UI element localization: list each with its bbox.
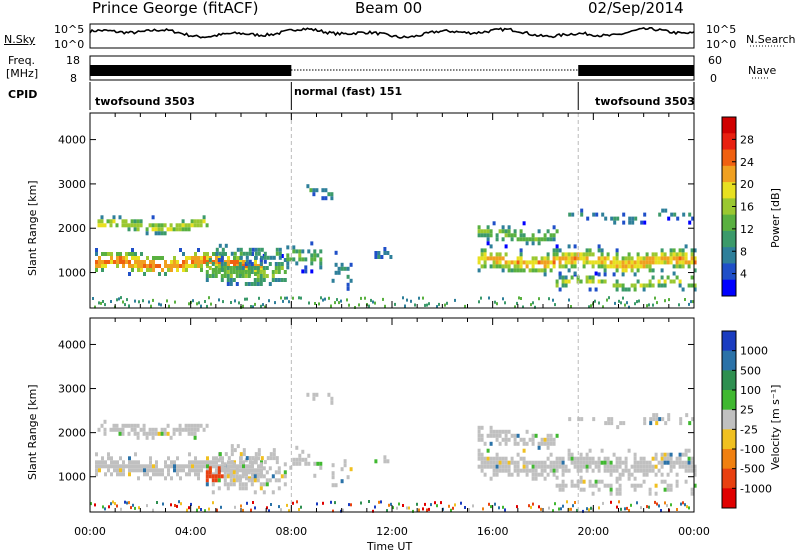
velocity-colorbar-tick-label: 500 — [740, 364, 761, 377]
power-background — [90, 113, 694, 308]
freq-label: Freq. — [8, 54, 36, 67]
velocity-colorbar-swatch — [722, 331, 736, 352]
velocity-colorbar-swatch — [722, 409, 736, 430]
beam-title: Beam 00 — [355, 0, 423, 17]
nsearch-bottom-label: 10^0 — [706, 38, 737, 51]
power-ytick-label: 1000 — [58, 267, 86, 280]
velocity-background — [90, 318, 694, 512]
freq-band-3 — [578, 65, 694, 76]
nsky-line — [89, 26, 695, 39]
velocity-colorbar-swatch — [722, 429, 736, 450]
velocity-colorbar-tick-label: -1000 — [740, 482, 772, 495]
velocity-colorbar-tick-label: 25 — [740, 404, 754, 417]
nsky-top-label: 10^5 — [54, 23, 85, 36]
velocity-colorbar-swatch — [722, 449, 736, 470]
nsky-panel-frame — [89, 23, 695, 49]
power-colorbar-swatch — [722, 198, 736, 216]
velocity-ytick-label: 1000 — [58, 471, 86, 484]
power-colorbar-swatch — [722, 149, 736, 167]
cpid-segment-3: twofsound 3503 — [595, 95, 695, 108]
time-xlabel: Time UT — [367, 540, 413, 553]
nsky-bottom-label: 10^0 — [54, 38, 85, 51]
time-xtick-label: 00:00 — [74, 525, 106, 538]
velocity-ytick-label: 4000 — [58, 338, 86, 351]
power-colorbar-swatch — [722, 165, 736, 183]
time-xtick-label: 12:00 — [376, 525, 408, 538]
date-title: 02/Sep/2014 — [588, 0, 684, 17]
power-ytick-label: 3000 — [58, 178, 86, 191]
cpid-segment-2: normal (fast) 151 — [294, 85, 403, 98]
power-colorbar-swatch — [722, 214, 736, 232]
nave-top-label: 60 — [708, 54, 722, 67]
velocity-colorbar-tick-label: -100 — [740, 443, 765, 456]
freq-top-label: 18 — [66, 54, 80, 67]
freq-unit-label: [MHz] — [6, 67, 39, 80]
power-colorbar-swatch — [722, 263, 736, 281]
velocity-colorbar-tick-label: -500 — [740, 463, 765, 476]
freq-bottom-label: 8 — [70, 72, 77, 85]
station-title: Prince George (fitACF) — [92, 0, 259, 17]
nsearch-top-label: 10^5 — [706, 23, 737, 36]
velocity-colorbar-swatch — [722, 390, 736, 411]
cpid-segment-1: twofsound 3503 — [95, 95, 195, 108]
time-xtick-label: 08:00 — [275, 525, 307, 538]
freq-band-1 — [90, 65, 292, 76]
power-colorbar-tick-label: 20 — [740, 178, 754, 191]
power-cells — [92, 184, 697, 309]
nsearch-label: N.Search — [746, 33, 796, 46]
power-colorbar-tick-label: 28 — [740, 133, 754, 146]
time-xtick-label: 20:00 — [577, 525, 609, 538]
cpid-label: CPID — [8, 88, 38, 101]
power-ytick-label: 4000 — [58, 134, 86, 147]
time-xtick-label: 16:00 — [477, 525, 509, 538]
power-colorbar-tick-label: 12 — [740, 223, 754, 236]
velocity-ytick-label: 3000 — [58, 383, 86, 396]
velocity-colorbar-frame — [721, 330, 737, 509]
velocity-colorbar-swatch — [722, 468, 736, 489]
velocity-cells — [90, 392, 697, 513]
velocity-colorbar-swatch — [722, 488, 736, 509]
power-colorbar-swatch — [722, 247, 736, 264]
power-colorbar-swatch — [722, 230, 736, 248]
time-xtick-label: 00:00 — [678, 525, 710, 538]
velocity-colorbar-swatch — [722, 370, 736, 391]
power-colorbar-swatch — [722, 279, 736, 297]
velocity-colorbar-tick-label: 100 — [740, 384, 761, 397]
velocity-ytick-label: 2000 — [58, 427, 86, 440]
velocity-colorbar-tick-label: -25 — [740, 423, 758, 436]
power-ytick-label: 2000 — [58, 222, 86, 235]
power-colorbar-tick-label: 16 — [740, 201, 754, 214]
power-colorbar-swatch — [722, 133, 736, 151]
velocity-colorbar-tick-label: 1000 — [740, 345, 768, 358]
power-colorbar-swatch — [722, 117, 736, 134]
power-colorbar-tick-label: 4 — [740, 268, 747, 281]
velocity-colorbar-swatch — [722, 350, 736, 371]
nave-label: Nave — [748, 64, 777, 77]
nave-bottom-label: 0 — [710, 72, 717, 85]
power-colorbar-tick-label: 24 — [740, 156, 754, 169]
power-colorbar-swatch — [722, 182, 736, 199]
power-colorbar-tick-label: 8 — [740, 245, 747, 258]
nsky-label: N.Sky — [4, 33, 36, 46]
time-xtick-label: 04:00 — [175, 525, 207, 538]
